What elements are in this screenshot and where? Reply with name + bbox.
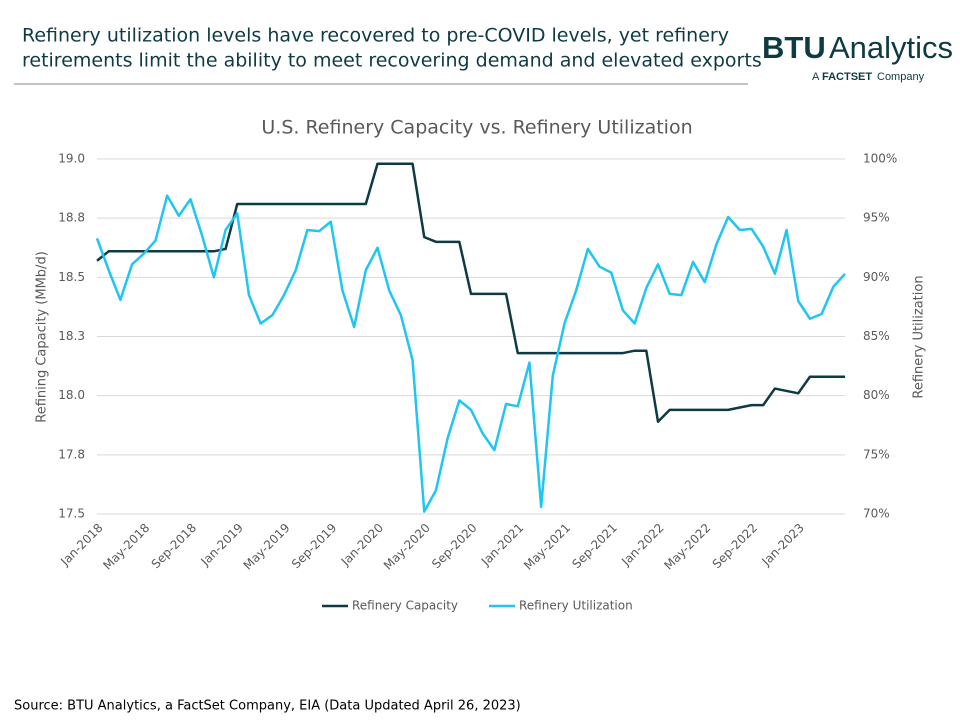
y-tick-label: 18.3 <box>58 329 85 343</box>
x-tick-label: Jan-2020 <box>338 521 386 569</box>
x-tick-label: May-2019 <box>241 521 293 573</box>
logo-name: Analytics <box>829 30 953 65</box>
y2-tick-label: 75% <box>863 447 890 461</box>
y-tick-label: 19.0 <box>58 152 85 166</box>
y-tick-label: 18.0 <box>58 388 85 402</box>
y2-tick-label: 80% <box>863 388 890 402</box>
x-tick-label: Sep-2018 <box>149 521 200 572</box>
y2-tick-label: 100% <box>863 152 897 166</box>
source-note: Source: BTU Analytics, a FactSet Company… <box>14 699 521 714</box>
y2-tick-label: 95% <box>863 211 890 225</box>
x-tick-label: May-2018 <box>100 521 152 573</box>
header-title: Refinery utilization levels have recover… <box>22 25 729 47</box>
legend-label: Refinery Capacity <box>352 599 458 613</box>
y-tick-label: 18.5 <box>58 270 85 284</box>
x-tick-label: May-2022 <box>661 521 713 573</box>
y2-tick-label: 85% <box>863 329 890 343</box>
x-tick-label: Jan-2023 <box>758 521 806 569</box>
y2-tick-label: 70% <box>863 507 890 521</box>
x-tick-label: May-2021 <box>521 521 573 573</box>
legend-label: Refinery Utilization <box>519 599 633 613</box>
logo-tagline: A <box>812 71 820 83</box>
logo-brand: BTU <box>762 30 826 65</box>
chart-title: U.S. Refinery Capacity vs. Refinery Util… <box>261 117 692 139</box>
x-tick-label: Jan-2018 <box>57 521 105 569</box>
y2-tick-label: 90% <box>863 270 890 284</box>
y-tick-label: 17.8 <box>58 447 85 461</box>
y-axis-label: Refining Capacity (MMb/d) <box>35 251 50 423</box>
logo-tagline: Company <box>877 71 925 83</box>
data-line <box>95 194 846 513</box>
y-tick-label: 18.8 <box>58 211 85 225</box>
y2-axis-label: Refinery Utilization <box>912 275 927 398</box>
logo-tagline: FACTSET <box>822 71 872 83</box>
y-tick-label: 17.5 <box>58 507 85 521</box>
x-tick-label: May-2020 <box>381 521 433 573</box>
x-tick-label: Jan-2021 <box>478 521 526 569</box>
x-tick-label: Sep-2021 <box>569 521 620 572</box>
data-line <box>96 162 845 423</box>
x-tick-label: Jan-2022 <box>618 521 666 569</box>
x-tick-label: Sep-2022 <box>710 521 761 572</box>
x-tick-label: Jan-2019 <box>197 521 245 569</box>
x-tick-label: Sep-2020 <box>429 521 480 572</box>
x-tick-label: Sep-2019 <box>289 521 340 572</box>
header-title: retirements limit the ability to meet re… <box>22 50 762 72</box>
